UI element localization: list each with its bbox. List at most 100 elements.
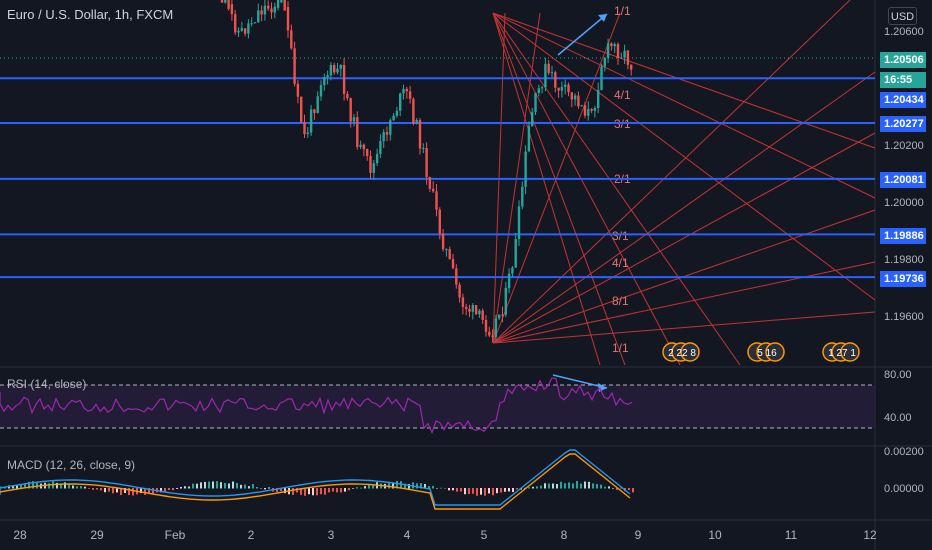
macd-bar	[104, 488, 106, 493]
candle-body	[468, 308, 471, 312]
candle-body	[441, 233, 445, 250]
macd-bar	[236, 482, 238, 489]
candle-body	[471, 305, 474, 312]
macd-bar	[172, 488, 174, 491]
candle-body	[498, 314, 501, 319]
candle-body	[283, 0, 286, 11]
macd-bar	[308, 488, 310, 495]
gann-label: 4/1	[614, 88, 631, 102]
event-count-label: 5 16	[757, 348, 777, 359]
candle-body	[597, 89, 600, 109]
candle-body	[474, 305, 478, 315]
gann-label: 1/1	[614, 4, 631, 18]
candle-body	[309, 109, 313, 133]
macd-bar	[244, 484, 246, 489]
macd-bar	[452, 488, 454, 491]
candle-body	[253, 22, 257, 24]
macd-bar	[220, 482, 222, 489]
candle-body	[234, 14, 237, 33]
candle-body	[412, 98, 415, 124]
candle-body	[247, 23, 250, 34]
macd-bar	[488, 488, 490, 494]
macd-bar	[504, 488, 506, 492]
candle-body	[567, 84, 570, 93]
time-tick-label: 8	[561, 528, 568, 542]
candle-body	[573, 95, 577, 100]
symbol-title: Euro / U.S. Dollar, 1h, FXCM	[7, 7, 174, 22]
macd-line	[0, 449, 631, 506]
candle-body	[613, 44, 616, 47]
rsi-label: RSI (14, close)	[7, 377, 87, 391]
macd-bar	[140, 488, 142, 494]
macd-bar	[472, 488, 474, 494]
candle-body	[587, 109, 590, 116]
macd-bar	[292, 488, 294, 495]
candle-body	[356, 117, 359, 147]
macd-bar	[204, 481, 206, 489]
candle-body	[438, 209, 441, 234]
candle-body	[346, 93, 349, 99]
macd-bar	[328, 488, 330, 493]
candle-body	[303, 122, 306, 135]
gann-line	[492, 12, 876, 149]
candle-body	[349, 98, 352, 122]
macd-bar	[224, 482, 226, 489]
macd-bar	[484, 488, 486, 496]
candle-body	[531, 112, 534, 127]
macd-bar	[100, 488, 102, 491]
price-tick-label: 1.20000	[884, 197, 924, 209]
macd-bar	[252, 484, 254, 489]
candle-body	[395, 110, 399, 116]
gann-line	[492, 12, 681, 366]
time-tick-label: 12	[863, 528, 877, 542]
macd-bar	[64, 482, 66, 489]
macd-bar	[572, 483, 574, 489]
event-flag-icon	[840, 342, 860, 362]
macd-bar	[276, 488, 278, 492]
macd-bar	[584, 481, 586, 489]
macd-bar	[360, 487, 362, 489]
macd-label: MACD (12, 26, close, 9)	[7, 458, 136, 472]
candle-body	[224, 0, 227, 3]
signal-line	[0, 453, 631, 510]
candle-body	[273, 6, 276, 13]
macd-bar	[228, 483, 230, 489]
candle-body	[564, 84, 567, 87]
candle-body	[392, 115, 395, 121]
macd-bar	[192, 483, 194, 489]
candle-body	[293, 48, 296, 84]
candle-body	[359, 144, 362, 147]
macd-bar	[296, 488, 298, 493]
macd-bar	[548, 483, 550, 489]
candle-body	[491, 335, 494, 337]
macd-bar	[168, 488, 170, 491]
gann-label: 8/1	[612, 294, 629, 308]
macd-bar	[444, 488, 446, 489]
candle-body	[606, 43, 610, 58]
macd-bar	[600, 484, 602, 489]
gann-line	[492, 0, 851, 344]
candle-body	[544, 63, 547, 88]
macd-bar	[88, 488, 90, 489]
currency-button[interactable]: USD	[888, 7, 917, 25]
event-count-label: 1 27 1	[828, 348, 856, 359]
candle-body	[425, 147, 428, 177]
macd-bar	[184, 486, 186, 489]
candle-body	[534, 92, 537, 113]
candle-body	[590, 109, 593, 111]
level-badge-4: 1.19886	[880, 228, 926, 244]
level-badge-5: 1.19736	[880, 271, 926, 287]
candle-body	[484, 319, 488, 332]
candle-body	[260, 10, 263, 15]
macd-bar	[344, 488, 346, 492]
macd-bar	[588, 481, 590, 489]
candle-body	[501, 314, 504, 316]
candle-body	[230, 4, 234, 15]
macd-bar	[180, 487, 182, 489]
macd-bar	[400, 481, 402, 489]
divergence-arrow	[557, 13, 608, 56]
candle-body	[494, 318, 498, 337]
level-badge-3: 1.20081	[880, 172, 926, 188]
